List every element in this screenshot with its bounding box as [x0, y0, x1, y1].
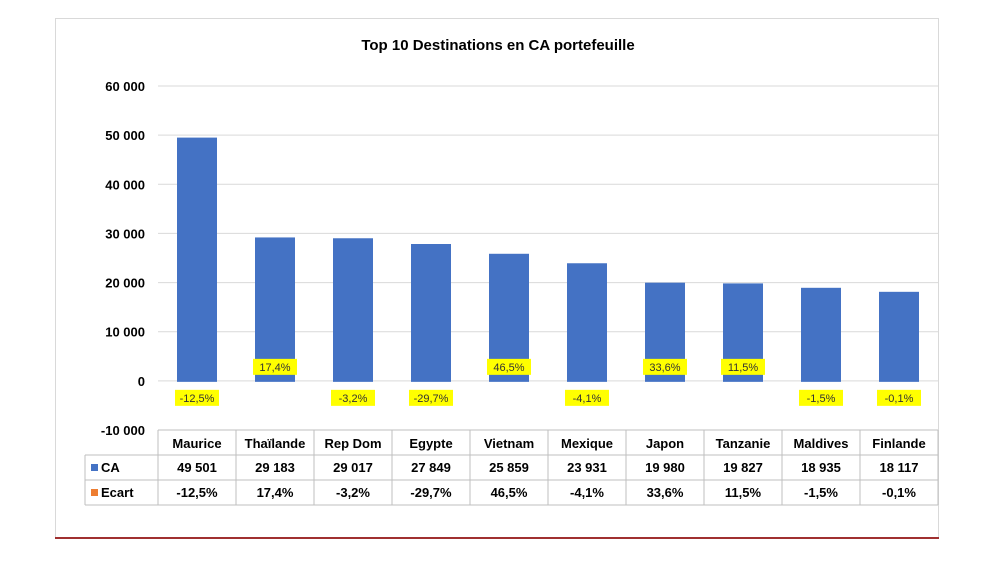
- table-cell: 29 017: [333, 460, 373, 475]
- ecart-mark: [411, 379, 451, 382]
- series-name: CA: [101, 460, 120, 475]
- y-tick-label: -10 000: [101, 423, 145, 438]
- table-cell: 27 849: [411, 460, 451, 475]
- category-label: Thaïlande: [245, 436, 306, 451]
- chart-title: Top 10 Destinations en CA portefeuille: [361, 37, 634, 54]
- ecart-data-label: 33,6%: [649, 362, 680, 374]
- table-cell: 17,4%: [257, 485, 294, 500]
- y-tick-label: 10 000: [105, 325, 145, 340]
- ecart-label-bg: [175, 389, 219, 406]
- table-cell: 25 859: [489, 460, 529, 475]
- ecart-label-bg: [331, 389, 375, 406]
- table-cell: -29,7%: [410, 485, 452, 500]
- ecart-data-label: -3,2%: [339, 393, 368, 405]
- table-cell: 23 931: [567, 460, 607, 475]
- table-cell: -1,5%: [804, 485, 838, 500]
- ecart-mark: [801, 379, 841, 382]
- ecart-label-bg: [565, 389, 609, 406]
- ca-bars: [177, 137, 919, 381]
- ecart-label-bg: [799, 389, 843, 406]
- y-tick-label: 40 000: [105, 177, 145, 192]
- legend-key: [91, 464, 98, 471]
- ecart-data-label: -4,1%: [573, 393, 602, 405]
- table-cell: 19 980: [645, 460, 685, 475]
- ecart-label-bg: [253, 358, 297, 375]
- ecart-label-bg: [643, 358, 687, 375]
- ecart-mark: [567, 379, 607, 382]
- y-tick-label: 60 000: [105, 79, 145, 94]
- category-label: Maurice: [172, 436, 221, 451]
- ecart-data-label: -1,5%: [807, 393, 836, 405]
- category-label: Tanzanie: [716, 436, 771, 451]
- category-label: Maldives: [794, 436, 849, 451]
- table-cell: 49 501: [177, 460, 217, 475]
- y-axis-ticks: 60 000 50 000 40 000 30 000 20 000 10 000 0 -10…: [101, 79, 145, 438]
- legend-key: [91, 489, 98, 496]
- bar-ca: [411, 243, 451, 381]
- category-label: Mexique: [561, 436, 613, 451]
- table-cell: -3,2%: [336, 485, 370, 500]
- table-cell: 33,6%: [647, 485, 684, 500]
- category-label: Rep Dom: [324, 436, 381, 451]
- table-cell: -0,1%: [882, 485, 916, 500]
- ecart-data-label: -12,5%: [180, 393, 215, 405]
- ecart-series: [177, 379, 919, 382]
- ecart-data-label: 11,5%: [728, 362, 759, 374]
- y-tick-label: 50 000: [105, 128, 145, 143]
- table-cell: 29 183: [255, 460, 295, 475]
- ecart-data-label: -29,7%: [414, 393, 449, 405]
- ecart-mark: [177, 379, 217, 382]
- ecart-mark: [645, 379, 685, 382]
- bottom-rule: [55, 537, 939, 539]
- data-table: Maurice Thaïlande Rep Dom Egypte Vietnam Mexi…: [84, 429, 939, 506]
- ecart-data-label: 46,5%: [493, 362, 524, 374]
- ecart-data-label: -0,1%: [885, 393, 914, 405]
- y-tick-label: 30 000: [105, 226, 145, 241]
- category-label: Vietnam: [484, 436, 534, 451]
- ecart-mark: [489, 379, 529, 382]
- bar-ca: [255, 237, 295, 381]
- ecart-label-bg: [721, 358, 765, 375]
- ecart-label-bg: [487, 358, 531, 375]
- table-cell: 19 827: [723, 460, 763, 475]
- table-cell: 46,5%: [491, 485, 528, 500]
- ecart-label-bg: [877, 389, 921, 406]
- table-cell: -4,1%: [570, 485, 604, 500]
- bar-ca: [567, 263, 607, 381]
- bar-ca: [177, 137, 217, 381]
- y-tick-label: 20 000: [105, 276, 145, 291]
- category-label: Japon: [646, 436, 684, 451]
- bar-ca: [879, 291, 919, 381]
- ecart-mark: [723, 379, 763, 382]
- ecart-mark: [879, 379, 919, 382]
- table-cell: -12,5%: [176, 485, 218, 500]
- table-cell: 18 117: [879, 460, 918, 475]
- category-label: Finlande: [872, 436, 925, 451]
- ecart-data-labels: -12,5% 17,4% -3,2% -29,7% 46,5% -4,1% 33,6% 11,…: [175, 358, 921, 406]
- table-cell: 18 935: [801, 460, 841, 475]
- ecart-data-label: 17,4%: [259, 362, 290, 374]
- ecart-label-bg: [409, 389, 453, 406]
- bar-ca: [333, 238, 373, 381]
- y-tick-label: 0: [138, 374, 145, 389]
- table-cell: 11,5%: [725, 485, 762, 500]
- category-label: Egypte: [409, 436, 452, 451]
- ecart-mark: [255, 379, 295, 382]
- bar-ca: [801, 287, 841, 381]
- series-name: Ecart: [101, 485, 134, 500]
- ecart-mark: [333, 379, 373, 382]
